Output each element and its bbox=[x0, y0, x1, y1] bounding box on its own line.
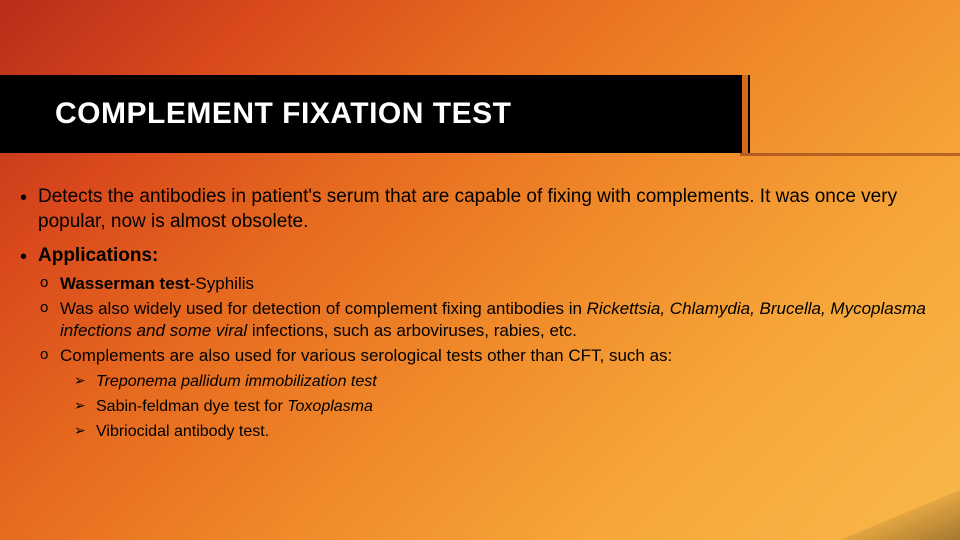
slide-body: Detects the antibodies in patient's seru… bbox=[20, 185, 930, 452]
subsub-item: Sabin-feldman dye test for Toxoplasma bbox=[74, 396, 930, 418]
sub-item: Wasserman test-Syphilis bbox=[38, 273, 930, 295]
subsub-list: Treponema pallidum immobilization test S… bbox=[60, 371, 930, 442]
sub-list: Wasserman test-Syphilis Was also widely … bbox=[38, 273, 930, 442]
sub-item: Complements are also used for various se… bbox=[38, 345, 930, 442]
subsub-item: Treponema pallidum immobilization test bbox=[74, 371, 930, 393]
bullet-text: Applications: bbox=[38, 245, 158, 266]
bullet-text: Detects the antibodies in patient's seru… bbox=[38, 186, 897, 232]
bullet-item: Detects the antibodies in patient's seru… bbox=[20, 185, 930, 234]
sub-text: -Syphilis bbox=[190, 274, 254, 293]
sub-text: Complements are also used for various se… bbox=[60, 346, 672, 365]
accent-line bbox=[740, 153, 960, 156]
subsub-text-italic: Treponema pallidum immobilization test bbox=[96, 373, 377, 390]
sub-item: Was also widely used for detection of co… bbox=[38, 298, 930, 342]
sub-text: infections, such as arboviruses, rabies,… bbox=[252, 321, 577, 340]
corner-fold-shadow bbox=[840, 490, 960, 540]
subsub-text: Sabin-feldman dye test for bbox=[96, 398, 287, 415]
subsub-text-italic: Toxoplasma bbox=[287, 398, 373, 415]
slide-title: COMPLEMENT FIXATION TEST bbox=[0, 97, 511, 131]
sub-text: Was also widely used for detection of co… bbox=[60, 299, 587, 318]
title-bar: COMPLEMENT FIXATION TEST bbox=[0, 75, 740, 153]
bullet-item: Applications: Wasserman test-Syphilis Wa… bbox=[20, 244, 930, 442]
subsub-text: Vibriocidal antibody test. bbox=[96, 423, 269, 440]
bullet-list: Detects the antibodies in patient's seru… bbox=[20, 185, 930, 442]
slide: COMPLEMENT FIXATION TEST Detects the ant… bbox=[0, 0, 960, 540]
subsub-item: Vibriocidal antibody test. bbox=[74, 421, 930, 443]
sub-text-bold: Wasserman test bbox=[60, 274, 190, 293]
